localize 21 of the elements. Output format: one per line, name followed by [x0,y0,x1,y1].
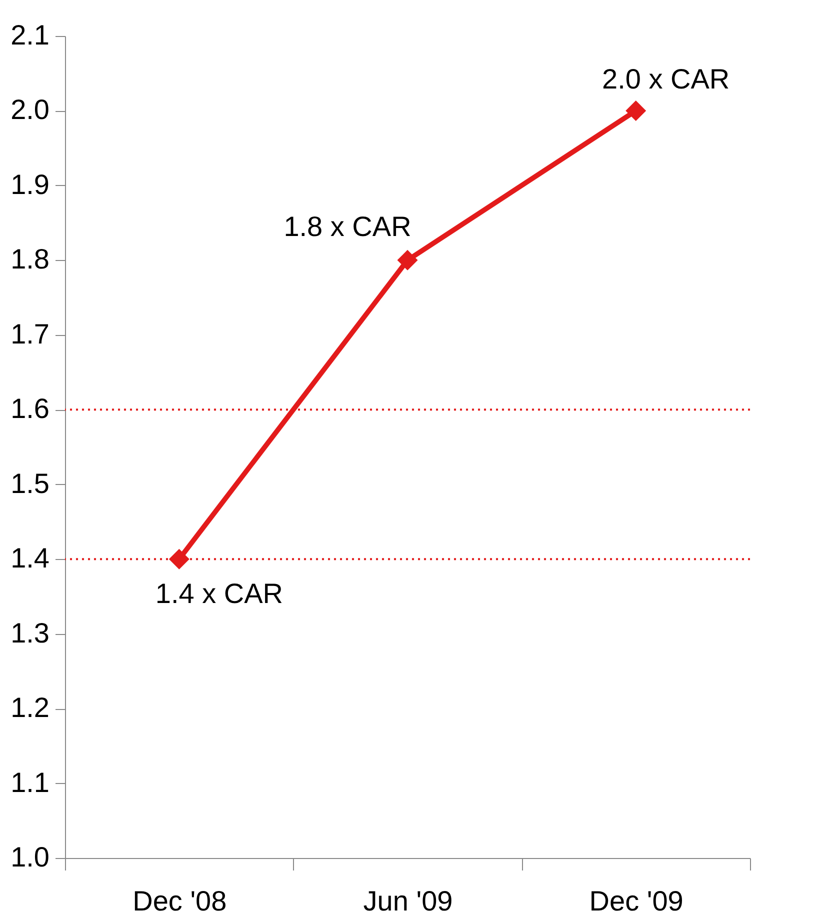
y-tick-label: 1.1 [10,766,50,798]
x-tick-label: Jun '09 [363,886,453,916]
data-label: 1.8 x CAR [284,211,412,242]
x-tick-label: Dec '09 [589,886,684,916]
data-label: 1.4 x CAR [155,578,283,610]
y-tick-label: 1.5 [10,468,50,499]
y-tick-label: 1.8 [10,244,50,275]
x-tick-label: Dec '08 [132,886,227,916]
point [168,548,190,570]
y-tick-label: 1.3 [10,617,50,648]
point [397,250,418,270]
y-tick-label: 1.7 [10,318,50,350]
data-label: 2.0 x CAR [602,64,730,95]
point [626,100,646,121]
y-tick-label: 1.4 [10,542,50,574]
y-tick-label: 2.1 [10,20,50,50]
y-tick-label: 1.0 [10,842,50,872]
y-tick-label: 1.9 [10,168,50,200]
y-tick-label: 1.6 [10,393,50,424]
y-tick-label: 1.2 [10,692,50,724]
y-tick-label: 2.0 [10,94,50,126]
